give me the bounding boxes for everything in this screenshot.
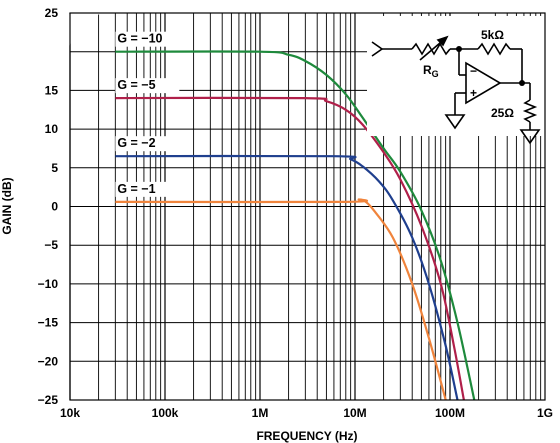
series-line-4 [115,198,447,401]
series-label-3: G = −2 [117,136,155,150]
ground-symbol-right [519,129,541,145]
y-tick-label: −15 [38,316,59,330]
y-axis-label: GAIN (dB) [0,177,14,234]
series-lines [115,50,476,401]
series-label-2: G = −5 [117,78,155,92]
series-line-2 [115,96,465,401]
y-tick-label: −10 [38,277,59,291]
series-line-3 [115,154,459,401]
series-line-1 [115,50,476,401]
series-label-background [115,136,180,152]
x-tick-label: 10k [60,406,80,420]
ground-symbol-left [444,114,466,130]
x-tick-label: 100k [152,406,179,420]
load-resistor-label: 25Ω [491,106,514,120]
x-tick-label: 100M [435,406,465,420]
opamp [465,61,502,105]
series-label-background [115,181,180,197]
plot-border [69,12,546,401]
load-resistor [522,99,538,123]
corner-stripe [0,13,100,118]
junction-dot [519,80,525,86]
series-label-background [115,31,180,47]
y-tick-label: 15 [45,83,59,97]
series-labels: G = −10 G = −5 G = −2 G = −1 [115,31,180,197]
feedback-resistor [477,42,511,56]
gain-resistor-label: RG [423,63,439,79]
y-tick-label: 25 [45,6,59,20]
y-tick-label: 10 [45,122,59,136]
x-tick-label: 10M [343,406,366,420]
feedback-resistor-label: 5kΩ [481,28,504,42]
inverting-amplifier-schematic: − + 5kΩ RG 25Ω [367,16,547,145]
x-axis-label: FREQUENCY (Hz) [256,429,357,443]
junction-dot [456,46,462,52]
series-label-1: G = −10 [117,32,162,46]
y-tick-label: −5 [44,238,58,252]
series-label-4: G = −1 [117,182,155,196]
x-tick-label: 1G [537,406,553,420]
series-label-background [115,78,180,94]
y-tick-label: −25 [38,393,59,407]
schematic-background [367,16,547,136]
opamp-minus: − [470,64,477,78]
y-tick-label: 5 [51,161,58,175]
x-tick-label: 1M [252,406,269,420]
y-tick-label: −20 [38,354,59,368]
opamp-plus: + [470,86,477,100]
y-tick-label: 0 [51,200,58,214]
gain-resistor [411,42,451,56]
